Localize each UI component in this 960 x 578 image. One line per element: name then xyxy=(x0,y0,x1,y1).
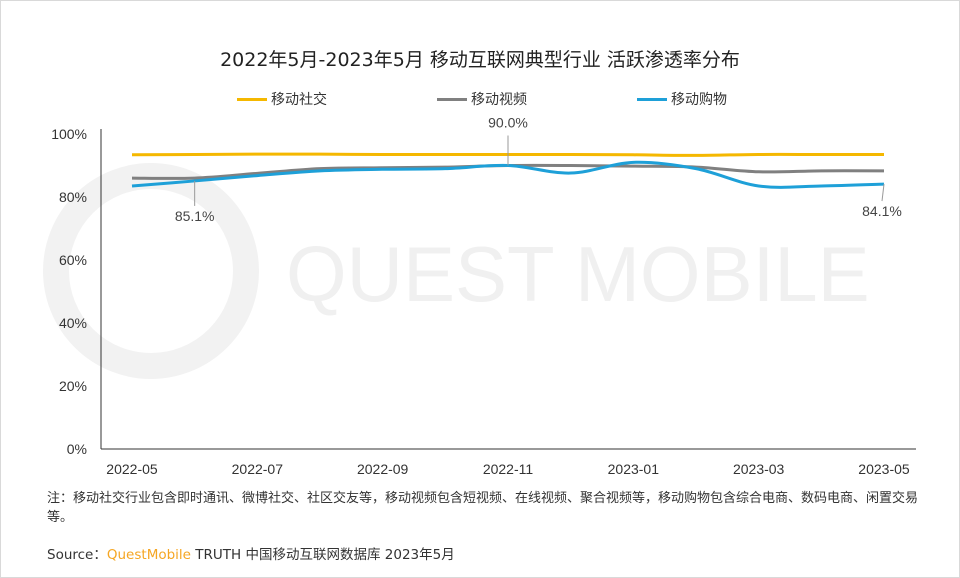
data-label: 84.1% xyxy=(862,203,902,219)
legend-swatch xyxy=(437,97,467,101)
x-tick-label: 2022-11 xyxy=(483,461,534,477)
y-tick-label: 0% xyxy=(67,441,87,457)
data-label-leader xyxy=(881,184,885,202)
data-label: 85.1% xyxy=(175,208,215,224)
x-tick-label: 2022-05 xyxy=(106,461,158,477)
y-tick-label: 60% xyxy=(59,252,87,268)
legend-shopping: 移动购物 xyxy=(637,89,727,109)
legend-label: 移动购物 xyxy=(671,92,727,108)
x-tick-label: 2022-09 xyxy=(357,461,409,477)
y-tick-label: 80% xyxy=(59,189,87,205)
watermark-text: QUEST MOBILE xyxy=(286,230,870,318)
source-prefix: Source： xyxy=(47,547,107,563)
source-brand: QuestMobile xyxy=(106,547,191,563)
x-tick-label: 2022-07 xyxy=(232,461,284,477)
legend-label: 移动社交 xyxy=(271,92,327,108)
x-tick-label: 2023-03 xyxy=(733,461,785,477)
x-tick-label: 2023-01 xyxy=(608,461,660,477)
chart-title: 2022年5月-2023年5月 移动互联网典型行业 活跃渗透率分布 xyxy=(220,49,740,71)
legend-social: 移动社交 xyxy=(237,89,327,109)
x-tick-label: 2023-05 xyxy=(858,461,910,477)
y-tick-label: 20% xyxy=(59,378,87,394)
watermark: QUEST MOBILE xyxy=(43,163,870,379)
legend-label: 移动视频 xyxy=(471,92,527,108)
y-tick-label: 100% xyxy=(51,126,87,142)
data-label: 90.0% xyxy=(488,115,528,131)
source-line: Source：QuestMobile TRUTH 中国移动互联网数据库 2023… xyxy=(47,543,455,563)
legend-swatch xyxy=(237,97,267,101)
series-line-2 xyxy=(131,160,885,189)
source-text: TRUTH 中国移动互联网数据库 2023年5月 xyxy=(190,547,455,563)
legend-video: 移动视频 xyxy=(437,89,527,109)
y-tick-label: 40% xyxy=(59,315,87,331)
legend-swatch xyxy=(637,97,667,101)
footnote: 注：移动社交行业包含即时通讯、微博社交、社区交友等，移动视频包含短视频、在线视频… xyxy=(47,491,919,525)
